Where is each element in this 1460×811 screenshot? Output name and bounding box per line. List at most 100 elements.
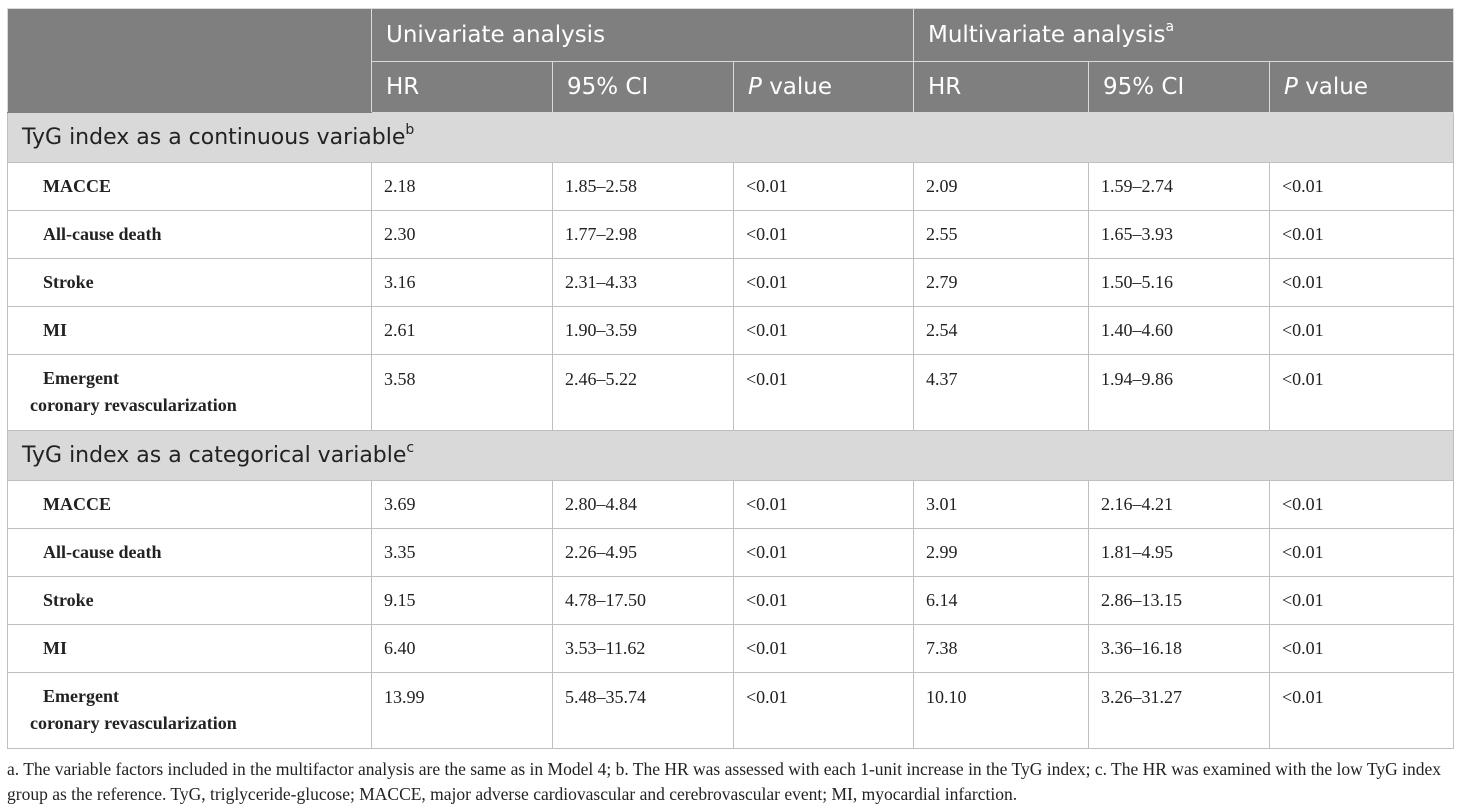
cell-m-p: <0.01 <box>1269 210 1454 259</box>
cell-m-p: <0.01 <box>1269 624 1454 673</box>
cell-u-p: <0.01 <box>733 258 914 307</box>
outcome-label-line1: Emergent <box>43 368 119 388</box>
outcome-label-line1: All-cause death <box>43 542 162 562</box>
outcome-label: Emergent coronary revascularization <box>7 672 372 749</box>
cell-m-ci: 2.86–13.15 <box>1088 576 1270 625</box>
table-row: Stroke 9.15 4.78–17.50 <0.01 6.14 2.86–13.15 <… <box>7 576 1454 625</box>
col-multivariate-p: P value <box>1269 61 1454 113</box>
cell-m-p: <0.01 <box>1269 672 1454 749</box>
table-row: Stroke 3.16 2.31–4.33 <0.01 2.79 1.50–5.16 <0.… <box>7 258 1454 307</box>
cell-m-ci: 1.65–3.93 <box>1088 210 1270 259</box>
cell-m-hr: 3.01 <box>913 480 1089 529</box>
cell-m-hr: 2.09 <box>913 162 1089 211</box>
cell-m-hr: 2.55 <box>913 210 1089 259</box>
outcome-label: Emergent coronary revascularization <box>7 354 372 431</box>
cell-u-hr: 2.61 <box>371 306 553 355</box>
section-title-text: TyG index as a continuous variable <box>22 125 406 150</box>
cell-m-ci: 1.94–9.86 <box>1088 354 1270 431</box>
outcome-label: MI <box>7 306 372 355</box>
table-row: Emergent coronary revascularization 13.99 5… <box>7 672 1454 749</box>
table-row: MI 2.61 1.90–3.59 <0.01 2.54 1.40–4.60 <0.01 <box>7 306 1454 355</box>
cell-m-p: <0.01 <box>1269 528 1454 577</box>
header-row-groups: Univariate analysis Multivariate analysi… <box>7 8 1454 113</box>
cell-m-p: <0.01 <box>1269 258 1454 307</box>
footnote-marker-a: a <box>1165 19 1175 35</box>
results-table-container: Univariate analysis Multivariate analysi… <box>7 8 1454 749</box>
col-multivariate-hr: HR <box>913 61 1089 113</box>
outcome-label: MACCE <box>7 162 372 211</box>
header-blank-cell <box>7 8 372 113</box>
cell-m-p: <0.01 <box>1269 162 1454 211</box>
cell-u-hr: 3.35 <box>371 528 553 577</box>
table-body: TyG index as a continuous variableb MACCE… <box>7 112 1454 749</box>
table-row: Emergent coronary revascularization 3.58 2.… <box>7 354 1454 431</box>
outcome-label-line1: MACCE <box>43 176 111 196</box>
cell-u-hr: 6.40 <box>371 624 553 673</box>
cell-m-p: <0.01 <box>1269 354 1454 431</box>
section-title: TyG index as a continuous variableb <box>7 112 1454 163</box>
outcome-label-line1: All-cause death <box>43 224 162 244</box>
cell-u-hr: 2.18 <box>371 162 553 211</box>
cell-u-p: <0.01 <box>733 480 914 529</box>
cell-u-p: <0.01 <box>733 624 914 673</box>
header-row-columns: HR 95% CI P value HR 95% CI P value <box>8 61 1454 113</box>
section-title-text: TyG index as a categorical variable <box>22 443 407 468</box>
outcome-label: All-cause death <box>7 528 372 577</box>
cell-m-hr: 2.99 <box>913 528 1089 577</box>
cell-u-hr: 3.58 <box>371 354 553 431</box>
cell-u-ci: 2.26–4.95 <box>552 528 734 577</box>
cell-m-ci: 1.50–5.16 <box>1088 258 1270 307</box>
outcome-label-line2: coronary revascularization <box>30 713 237 733</box>
cell-u-ci: 1.90–3.59 <box>552 306 734 355</box>
outcome-label-line1: Stroke <box>43 590 94 610</box>
cell-m-hr: 7.38 <box>913 624 1089 673</box>
col-univariate-ci: 95% CI <box>552 61 734 113</box>
cell-u-ci: 1.77–2.98 <box>552 210 734 259</box>
cell-m-ci: 2.16–4.21 <box>1088 480 1270 529</box>
outcome-label: Stroke <box>7 258 372 307</box>
table-row: MI 6.40 3.53–11.62 <0.01 7.38 3.36–16.18 <0.01 <box>7 624 1454 673</box>
cell-u-p: <0.01 <box>733 672 914 749</box>
section-row: TyG index as a categorical variablec <box>7 430 1454 481</box>
cell-m-hr: 4.37 <box>913 354 1089 431</box>
cell-m-ci: 1.59–2.74 <box>1088 162 1270 211</box>
cell-u-p: <0.01 <box>733 162 914 211</box>
cell-u-p: <0.01 <box>733 528 914 577</box>
section-row: TyG index as a continuous variableb <box>7 112 1454 163</box>
cell-m-ci: 1.81–4.95 <box>1088 528 1270 577</box>
cell-u-ci: 3.53–11.62 <box>552 624 734 673</box>
cell-m-hr: 2.79 <box>913 258 1089 307</box>
cell-u-p: <0.01 <box>733 306 914 355</box>
outcome-label: All-cause death <box>7 210 372 259</box>
cell-u-ci: 5.48–35.74 <box>552 672 734 749</box>
cell-m-hr: 2.54 <box>913 306 1089 355</box>
cell-m-p: <0.01 <box>1269 306 1454 355</box>
outcome-label-line1: MACCE <box>43 494 111 514</box>
footnote-marker: b <box>405 122 415 138</box>
cell-u-ci: 1.85–2.58 <box>552 162 734 211</box>
cell-u-hr: 13.99 <box>371 672 553 749</box>
footnote-marker: c <box>406 440 415 456</box>
cell-u-ci: 2.46–5.22 <box>552 354 734 431</box>
cell-u-ci: 4.78–17.50 <box>552 576 734 625</box>
cell-u-hr: 3.16 <box>371 258 553 307</box>
cell-u-p: <0.01 <box>733 576 914 625</box>
table-row: MACCE 2.18 1.85–2.58 <0.01 2.09 1.59–2.74 <0.0… <box>7 162 1454 211</box>
cell-m-p: <0.01 <box>1269 576 1454 625</box>
cell-m-ci: 1.40–4.60 <box>1088 306 1270 355</box>
outcome-label-line1: Emergent <box>43 686 119 706</box>
outcome-label: MACCE <box>7 480 372 529</box>
outcome-label: MI <box>7 624 372 673</box>
cell-u-ci: 2.80–4.84 <box>552 480 734 529</box>
cox-regression-table: Univariate analysis Multivariate analysi… <box>7 8 1454 749</box>
cell-u-p: <0.01 <box>733 210 914 259</box>
cell-u-p: <0.01 <box>733 354 914 431</box>
table-footnote: a. The variable factors included in the … <box>7 759 1441 804</box>
col-multivariate-ci: 95% CI <box>1088 61 1270 113</box>
outcome-label-line1: Stroke <box>43 272 94 292</box>
outcome-label-line1: MI <box>43 638 67 658</box>
header-univariate: Univariate analysis <box>371 8 914 62</box>
table-row: All-cause death 2.30 1.77–2.98 <0.01 2.55 1.6… <box>7 210 1454 259</box>
outcome-label-line2: coronary revascularization <box>30 395 237 415</box>
col-univariate-p: P value <box>733 61 914 113</box>
